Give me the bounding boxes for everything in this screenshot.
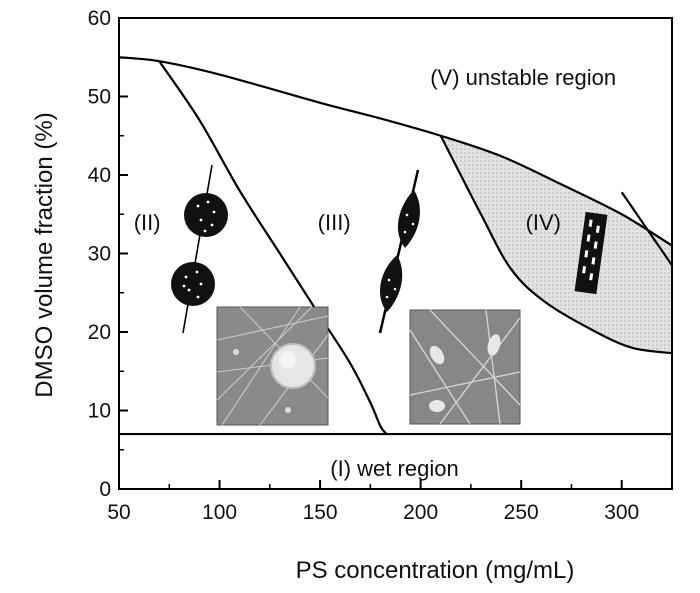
y-tick-label: 30 (88, 243, 111, 266)
sem-inset-beads (216, 306, 329, 426)
y-tick-label: 40 (88, 164, 111, 187)
fiber-schematics (171, 164, 608, 334)
x-axis-title: PS concentration (mg/mL) (296, 557, 575, 584)
bead-sphere-schematic-icon (171, 164, 228, 334)
phase-boundary-line (620, 191, 672, 266)
phase-boundary-line (439, 135, 672, 355)
region-label: (II) (134, 210, 161, 235)
region-label: (I) wet region (330, 456, 458, 481)
y-axis-ticks: 0 10 20 30 40 50 60 (88, 7, 128, 501)
x-tick-label: 100 (202, 501, 237, 524)
y-tick-label: 60 (88, 7, 111, 30)
region-labels: (I) wet region (II) (III) (IV) (V) unstable … (134, 65, 616, 481)
x-tick-label: 300 (604, 501, 639, 524)
x-tick-label: 250 (504, 501, 539, 524)
porous-fiber-schematic-icon (574, 211, 608, 295)
region-label: (IV) (526, 210, 561, 235)
y-tick-label: 50 (88, 86, 111, 109)
spindle-bead-schematic-icon (378, 169, 420, 334)
phase-boundary-line (119, 56, 672, 247)
region-label: (V) unstable region (430, 65, 616, 90)
region-iv-shading (440, 135, 672, 354)
y-tick-label: 0 (99, 478, 111, 501)
x-tick-label: 150 (303, 501, 338, 524)
y-axis-title: DMSO volume fraction (%) (31, 112, 58, 397)
x-tick-label: 50 (107, 501, 130, 524)
y-tick-label: 10 (88, 400, 111, 423)
y-tick-label: 20 (88, 321, 111, 344)
region-label: (III) (318, 210, 351, 235)
sem-inset-spindles (409, 309, 521, 425)
x-tick-label: 200 (403, 501, 438, 524)
x-axis-ticks: 50 100 150 200 250 300 (107, 480, 639, 524)
